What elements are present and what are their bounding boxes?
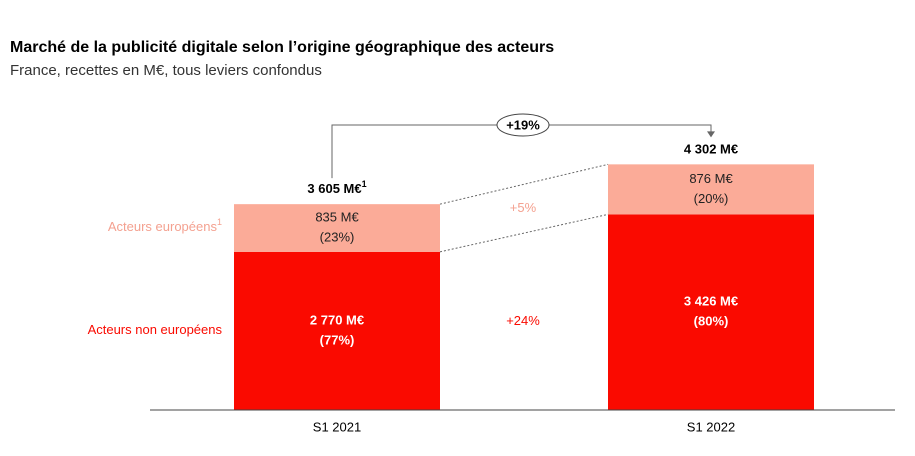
x-tick-label: S1 2022 xyxy=(687,419,735,434)
bar-segment xyxy=(234,251,440,410)
x-tick-label: S1 2021 xyxy=(313,419,361,434)
total-text: 3 605 M€ xyxy=(307,182,361,197)
value-label: 835 M€ xyxy=(315,209,359,224)
share-label: (80%) xyxy=(694,314,729,329)
connector xyxy=(439,213,609,253)
growth-badge xyxy=(496,113,550,137)
share-label: (77%) xyxy=(320,332,355,347)
chart-title: Marché de la publicité digitale selon l’… xyxy=(10,39,554,56)
share-label: (23%) xyxy=(320,229,355,244)
value-label: 3 426 M€ xyxy=(684,294,738,309)
growth-label: +24% xyxy=(506,313,540,328)
value-label: 2 770 M€ xyxy=(310,312,364,327)
bar-segment xyxy=(608,214,814,410)
growth-label: +5% xyxy=(510,200,537,215)
bar-segment xyxy=(234,204,440,252)
total-text: 4 302 M€ xyxy=(684,142,738,157)
legend-text: Acteurs non européens xyxy=(88,322,223,337)
arrow-head xyxy=(707,131,715,138)
connector xyxy=(439,163,609,205)
total-label: 3 605 M€1 xyxy=(307,180,366,197)
footnote: 1 xyxy=(362,180,367,190)
legend-label: Acteurs non européens xyxy=(88,322,223,337)
chart-subtitle: France, recettes en M€, tous leviers con… xyxy=(10,62,322,79)
total-growth: +19% xyxy=(506,117,540,132)
legend-label: Acteurs européens1 xyxy=(108,217,222,234)
total-label: 4 302 M€ xyxy=(684,142,738,157)
legend-text: Acteurs européens xyxy=(108,219,218,234)
value-label: 876 M€ xyxy=(689,171,733,186)
share-label: (20%) xyxy=(694,191,729,206)
footnote: 1 xyxy=(217,217,222,227)
bar-segment xyxy=(608,164,814,215)
